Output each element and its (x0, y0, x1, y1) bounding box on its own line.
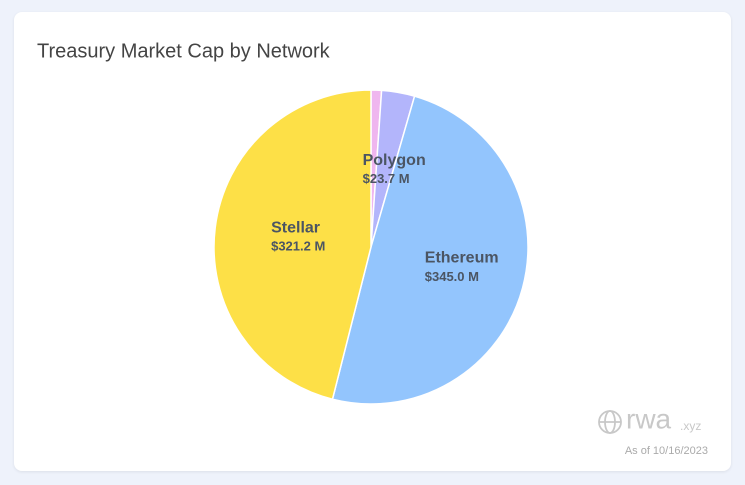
slice-label: Stellar (271, 220, 320, 237)
slice-value-label: $321.2 M (271, 239, 325, 254)
brand-suffix: .xyz (680, 419, 701, 433)
pie-slice (213, 89, 372, 401)
watermark-icon (598, 410, 622, 434)
pie-slice (331, 95, 529, 405)
chart-title: Treasury Market Cap by Network (37, 40, 331, 62)
slice-value-label: $345.0 M (425, 269, 479, 284)
note: As of 10/16/2023 (625, 445, 708, 457)
slice-value-label: $23.7 M (363, 171, 410, 186)
brand: rwa (626, 403, 672, 434)
slice-label: Ethereum (425, 250, 499, 267)
slice-label: Polygon (363, 152, 426, 169)
